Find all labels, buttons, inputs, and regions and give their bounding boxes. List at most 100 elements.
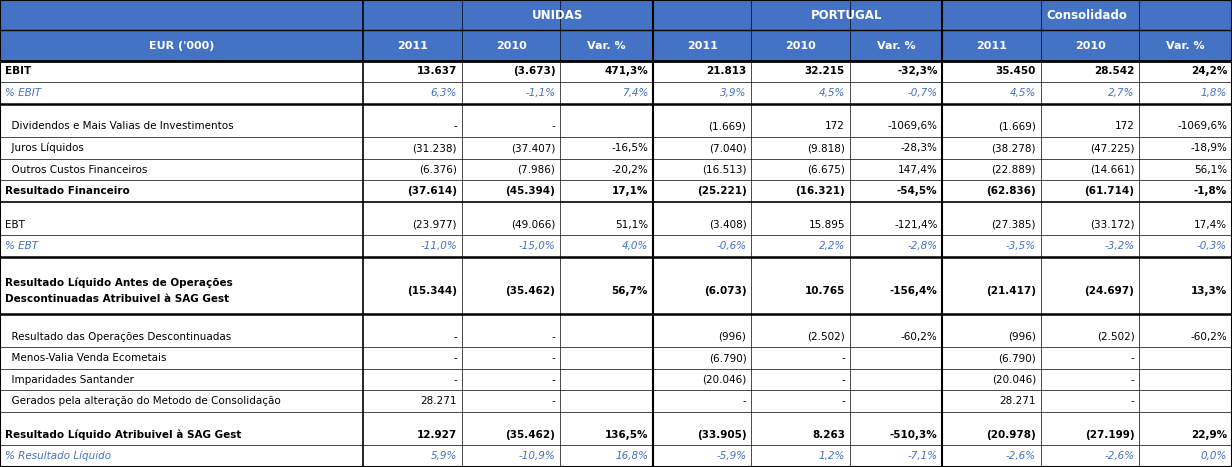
Text: (62.836): (62.836) bbox=[987, 186, 1036, 196]
Text: -: - bbox=[552, 375, 556, 385]
Text: 28.271: 28.271 bbox=[999, 396, 1036, 406]
Text: (14.661): (14.661) bbox=[1090, 164, 1135, 175]
Text: Resultado Líquido Antes de Operações: Resultado Líquido Antes de Operações bbox=[5, 278, 233, 289]
Bar bbox=[0, 30, 1232, 61]
Text: (22.889): (22.889) bbox=[992, 164, 1036, 175]
Text: (20.046): (20.046) bbox=[702, 375, 747, 385]
Text: (6.790): (6.790) bbox=[998, 353, 1036, 363]
Text: (35.462): (35.462) bbox=[505, 286, 556, 297]
Text: -0,3%: -0,3% bbox=[1198, 241, 1227, 251]
Text: (9.818): (9.818) bbox=[807, 143, 845, 153]
Text: 4,5%: 4,5% bbox=[1009, 88, 1036, 98]
Text: 32.215: 32.215 bbox=[804, 66, 845, 77]
Text: 28.271: 28.271 bbox=[420, 396, 457, 406]
Text: 16,8%: 16,8% bbox=[615, 451, 648, 461]
Text: -: - bbox=[552, 121, 556, 131]
Text: 8.263: 8.263 bbox=[812, 430, 845, 439]
Text: (6.675): (6.675) bbox=[807, 164, 845, 175]
Text: 136,5%: 136,5% bbox=[605, 430, 648, 439]
Text: (6.790): (6.790) bbox=[708, 353, 747, 363]
Text: -: - bbox=[1131, 375, 1135, 385]
Text: Dividendos e Mais Valias de Investimentos: Dividendos e Mais Valias de Investimento… bbox=[5, 121, 234, 131]
Text: (33.172): (33.172) bbox=[1090, 219, 1135, 229]
Text: (23.977): (23.977) bbox=[413, 219, 457, 229]
Text: 1,2%: 1,2% bbox=[818, 451, 845, 461]
Text: (16.321): (16.321) bbox=[795, 186, 845, 196]
Text: 4,0%: 4,0% bbox=[622, 241, 648, 251]
Text: Var. %: Var. % bbox=[877, 41, 915, 50]
Text: 2011: 2011 bbox=[976, 41, 1007, 50]
Text: -: - bbox=[453, 332, 457, 341]
Text: (35.462): (35.462) bbox=[505, 430, 556, 439]
Text: 56,7%: 56,7% bbox=[611, 286, 648, 297]
Text: -5,9%: -5,9% bbox=[716, 451, 747, 461]
Text: -: - bbox=[453, 121, 457, 131]
Text: 0,0%: 0,0% bbox=[1201, 451, 1227, 461]
Text: 17,4%: 17,4% bbox=[1194, 219, 1227, 229]
Text: (21.417): (21.417) bbox=[986, 286, 1036, 297]
Text: -0,7%: -0,7% bbox=[908, 88, 938, 98]
Text: 13,3%: 13,3% bbox=[1191, 286, 1227, 297]
Text: (37.614): (37.614) bbox=[407, 186, 457, 196]
Text: (3.673): (3.673) bbox=[513, 66, 556, 77]
Text: 2010: 2010 bbox=[495, 41, 526, 50]
Text: % EBIT: % EBIT bbox=[5, 88, 41, 98]
Text: 10.765: 10.765 bbox=[804, 286, 845, 297]
Text: (1.669): (1.669) bbox=[998, 121, 1036, 131]
Text: 12.927: 12.927 bbox=[416, 430, 457, 439]
Text: (38.278): (38.278) bbox=[992, 143, 1036, 153]
Text: 2,2%: 2,2% bbox=[818, 241, 845, 251]
Text: 1,8%: 1,8% bbox=[1201, 88, 1227, 98]
Text: -15,0%: -15,0% bbox=[519, 241, 556, 251]
Text: 24,2%: 24,2% bbox=[1190, 66, 1227, 77]
Text: 2010: 2010 bbox=[1074, 41, 1105, 50]
Text: -2,6%: -2,6% bbox=[1104, 451, 1135, 461]
Text: 172: 172 bbox=[1115, 121, 1135, 131]
Text: (25.221): (25.221) bbox=[697, 186, 747, 196]
Text: (7.040): (7.040) bbox=[708, 143, 747, 153]
Text: 51,1%: 51,1% bbox=[615, 219, 648, 229]
Text: (6.073): (6.073) bbox=[703, 286, 747, 297]
Text: Resultado Líquido Atribuivel à SAG Gest: Resultado Líquido Atribuivel à SAG Gest bbox=[5, 430, 241, 440]
Text: 2010: 2010 bbox=[785, 41, 816, 50]
Text: 17,1%: 17,1% bbox=[611, 186, 648, 196]
Text: (2.502): (2.502) bbox=[1096, 332, 1135, 341]
Text: Resultado Financeiro: Resultado Financeiro bbox=[5, 186, 129, 196]
Text: EBIT: EBIT bbox=[5, 66, 31, 77]
Text: -7,1%: -7,1% bbox=[908, 451, 938, 461]
Text: -: - bbox=[1131, 353, 1135, 363]
Text: -10,9%: -10,9% bbox=[519, 451, 556, 461]
Text: (3.408): (3.408) bbox=[708, 219, 747, 229]
Text: (24.697): (24.697) bbox=[1084, 286, 1135, 297]
Text: -3,5%: -3,5% bbox=[1005, 241, 1036, 251]
Text: -121,4%: -121,4% bbox=[894, 219, 938, 229]
Text: % Resultado Líquido: % Resultado Líquido bbox=[5, 451, 111, 461]
Text: Var. %: Var. % bbox=[1167, 41, 1205, 50]
Text: Gerados pela alteração do Metodo de Consolidação: Gerados pela alteração do Metodo de Cons… bbox=[5, 396, 281, 406]
Text: (16.513): (16.513) bbox=[702, 164, 747, 175]
Text: (996): (996) bbox=[1008, 332, 1036, 341]
Text: -16,5%: -16,5% bbox=[611, 143, 648, 153]
Text: EUR ('000): EUR ('000) bbox=[149, 41, 214, 50]
Text: 35.450: 35.450 bbox=[995, 66, 1036, 77]
Text: (15.344): (15.344) bbox=[407, 286, 457, 297]
Text: 28.542: 28.542 bbox=[1094, 66, 1135, 77]
Text: (2.502): (2.502) bbox=[807, 332, 845, 341]
Text: -1,1%: -1,1% bbox=[525, 88, 556, 98]
Text: (61.714): (61.714) bbox=[1084, 186, 1135, 196]
Text: 13.637: 13.637 bbox=[416, 66, 457, 77]
Text: Imparidades Santander: Imparidades Santander bbox=[5, 375, 134, 385]
Text: -0,6%: -0,6% bbox=[716, 241, 747, 251]
Text: -: - bbox=[841, 353, 845, 363]
Text: -1069,6%: -1069,6% bbox=[1177, 121, 1227, 131]
Text: Var. %: Var. % bbox=[588, 41, 626, 50]
Text: -3,2%: -3,2% bbox=[1104, 241, 1135, 251]
Text: (1.669): (1.669) bbox=[708, 121, 747, 131]
Text: -510,3%: -510,3% bbox=[890, 430, 938, 439]
Text: -: - bbox=[841, 375, 845, 385]
Text: 5,9%: 5,9% bbox=[430, 451, 457, 461]
Text: -: - bbox=[552, 353, 556, 363]
Bar bbox=[0, 0, 1232, 30]
Text: (27.385): (27.385) bbox=[992, 219, 1036, 229]
Text: -32,3%: -32,3% bbox=[897, 66, 938, 77]
